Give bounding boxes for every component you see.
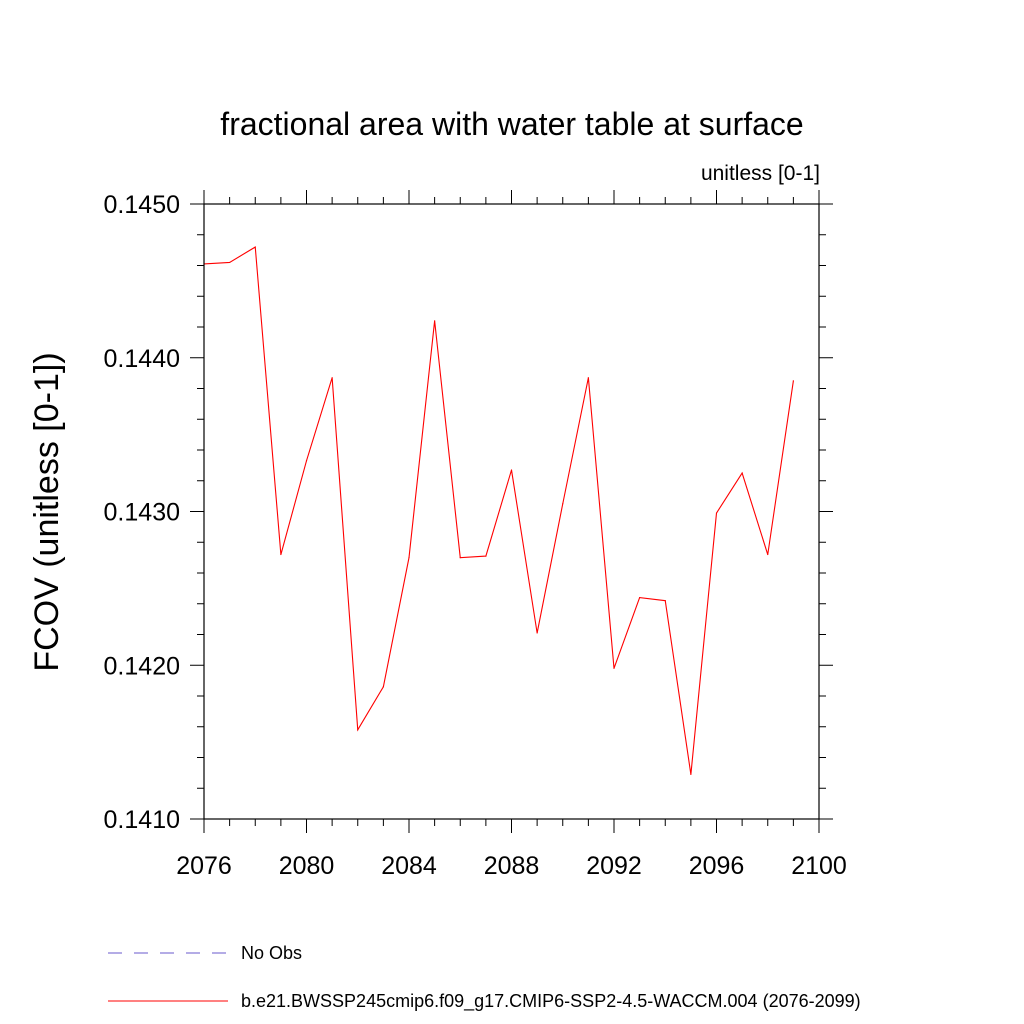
y-tick-label: 0.1450 (104, 191, 180, 219)
data-series (203, 246, 794, 776)
data-point (331, 377, 333, 379)
data-point (536, 632, 538, 634)
data-point (408, 557, 410, 559)
data-point (434, 320, 436, 322)
data-point (229, 261, 231, 264)
data-point (382, 686, 384, 688)
plot-frame (203, 203, 820, 820)
legend: No Obs b.e21.BWSSP245cmip6.f09_g17.CMIP6… (108, 943, 861, 1012)
data-point (639, 597, 641, 599)
legend-label-model: b.e21.BWSSP245cmip6.f09_g17.CMIP6-SSP2-4… (241, 991, 861, 1012)
x-tick-label: 2084 (381, 852, 437, 880)
data-point (715, 512, 718, 514)
series-line (203, 246, 794, 775)
x-tick-label: 2080 (279, 852, 335, 880)
data-point (587, 377, 589, 379)
data-point (254, 246, 256, 248)
x-tick-label: 2092 (586, 852, 642, 880)
data-point (690, 773, 692, 776)
x-tick-label: 2076 (176, 852, 232, 880)
tick-labels: 2076 2080 2084 2088 2092 2096 2100 0.1410 0.1420… (104, 191, 847, 880)
legend-label-no-obs: No Obs (241, 943, 302, 963)
data-point (485, 555, 487, 557)
data-point (305, 460, 308, 462)
data-point (459, 557, 461, 559)
chart-title: fractional area with water table at surf… (220, 106, 803, 142)
x-tick-label: 2096 (689, 852, 745, 880)
y-axis-label: FCOV (unitless [0-1]) (28, 352, 66, 671)
data-point (357, 729, 359, 731)
y-tick-label: 0.1430 (104, 499, 180, 527)
data-point (280, 553, 282, 556)
data-point (613, 667, 615, 669)
data-point (510, 469, 513, 471)
data-point (664, 600, 666, 602)
data-point (562, 503, 564, 505)
y-tick-label: 0.1420 (104, 652, 180, 680)
chart-subtitle: unitless [0-1] (701, 162, 820, 185)
x-tick-label: 2088 (484, 852, 540, 880)
data-point (792, 380, 794, 382)
y-tick-label: 0.1440 (104, 345, 180, 373)
data-point (767, 553, 769, 556)
x-tick-label: 2100 (791, 852, 847, 880)
y-tick-label: 0.1410 (104, 806, 180, 834)
tick-marks (190, 190, 833, 833)
data-point (741, 472, 743, 474)
